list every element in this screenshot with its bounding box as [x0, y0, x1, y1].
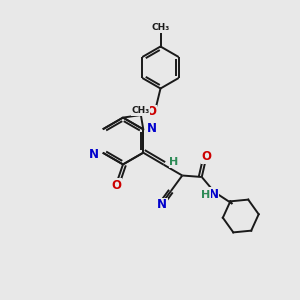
Text: O: O [111, 179, 121, 192]
Text: CH₃: CH₃ [152, 23, 169, 32]
Text: CH₃: CH₃ [131, 106, 149, 115]
Text: N: N [89, 148, 99, 161]
Text: O: O [146, 105, 157, 118]
Text: H: H [201, 190, 211, 200]
Text: N: N [157, 198, 167, 212]
Text: O: O [202, 150, 212, 163]
Text: H: H [169, 157, 178, 167]
Text: N: N [209, 188, 219, 201]
Text: N: N [147, 122, 157, 135]
